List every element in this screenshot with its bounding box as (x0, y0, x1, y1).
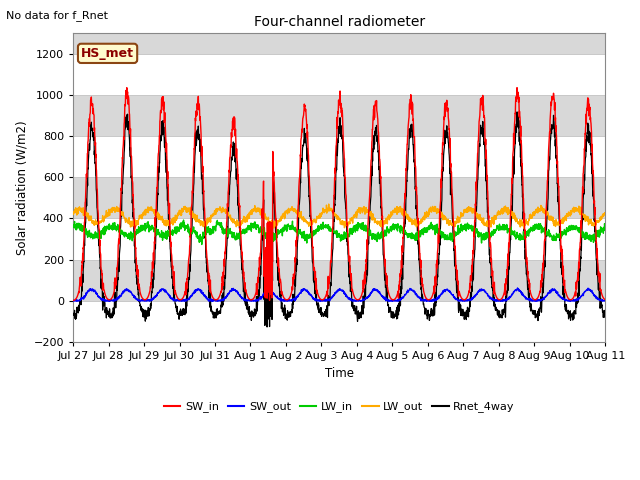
Title: Four-channel radiometer: Four-channel radiometer (253, 15, 425, 29)
Text: HS_met: HS_met (81, 47, 134, 60)
X-axis label: Time: Time (324, 367, 354, 380)
Bar (73, 301, 605, 342)
Bar (73, 177, 605, 218)
Text: No data for f_Rnet: No data for f_Rnet (6, 10, 108, 21)
Bar (73, 218, 605, 260)
Bar (73, 260, 605, 301)
Bar (73, 136, 605, 177)
Bar (73, 54, 605, 95)
Legend: SW_in, SW_out, LW_in, LW_out, Rnet_4way: SW_in, SW_out, LW_in, LW_out, Rnet_4way (159, 397, 519, 417)
Bar (73, 95, 605, 136)
Y-axis label: Solar radiation (W/m2): Solar radiation (W/m2) (15, 120, 28, 255)
